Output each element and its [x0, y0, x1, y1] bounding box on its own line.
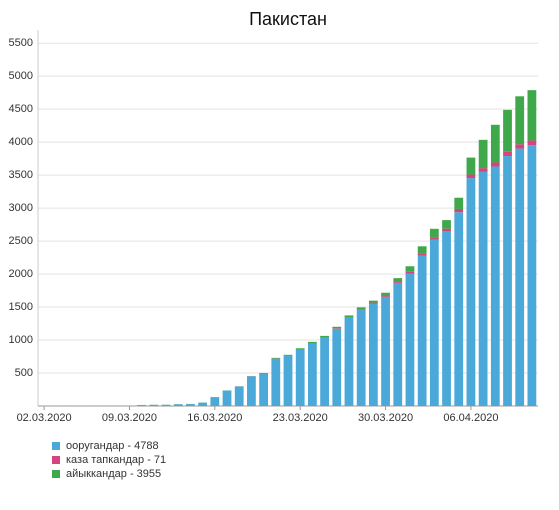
bar-segment: [479, 168, 488, 172]
bar-segment: [406, 273, 415, 406]
bar-segment: [369, 301, 378, 303]
y-tick-label: 3000: [9, 202, 33, 214]
bar-segment: [418, 256, 427, 406]
bar-segment: [515, 144, 524, 148]
bar-segment: [259, 373, 268, 374]
bar-segment: [454, 198, 463, 209]
bar-segment: [345, 315, 354, 317]
bar-segment: [174, 404, 183, 406]
y-tick-label: 2000: [9, 268, 33, 280]
bar-segment: [393, 281, 402, 283]
x-tick-label: 02.03.2020: [17, 412, 72, 424]
bar-segment: [332, 329, 341, 406]
bar-segment: [369, 303, 378, 406]
legend-swatch: [52, 456, 60, 464]
y-tick-label: 2500: [9, 235, 33, 247]
bar-segment: [296, 348, 305, 349]
bar-segment: [430, 237, 439, 240]
bar-segment: [406, 272, 415, 274]
bar-segment: [345, 318, 354, 406]
bar-segment: [442, 220, 451, 229]
bar-segment: [223, 391, 232, 406]
x-tick-label: 23.03.2020: [273, 412, 328, 424]
x-tick-label: 06.04.2020: [443, 412, 498, 424]
bar-segment: [467, 158, 476, 175]
bar-segment: [186, 404, 195, 406]
bar-segment: [515, 96, 524, 144]
bar-segment: [296, 350, 305, 406]
bar-segment: [491, 163, 500, 167]
bar-segment: [406, 266, 415, 271]
bar-segment: [381, 295, 390, 296]
bar-segment: [393, 278, 402, 281]
bar-segment: [491, 167, 500, 406]
bar-segment: [528, 140, 537, 145]
bar-segment: [357, 310, 366, 406]
bar-segment: [430, 229, 439, 237]
bar-segment: [308, 342, 317, 343]
bar-segment: [320, 338, 329, 406]
bar-segment: [369, 303, 378, 304]
bar-segment: [137, 405, 146, 406]
bar-segment: [198, 403, 207, 406]
bar-segment: [284, 356, 293, 406]
bar-segment: [430, 240, 439, 406]
bar-segment: [491, 125, 500, 163]
chart-title: Пакистан: [249, 9, 327, 29]
bar-segment: [479, 172, 488, 406]
y-tick-label: 1000: [9, 334, 33, 346]
legend-label: айыккандар - 3955: [66, 468, 161, 480]
bar-segment: [247, 376, 256, 406]
x-tick-label: 16.03.2020: [187, 412, 242, 424]
bar-segment: [418, 253, 427, 255]
bar-segment: [454, 209, 463, 212]
legend-swatch: [52, 442, 60, 450]
bar-segment: [393, 283, 402, 406]
y-tick-label: 3500: [9, 169, 33, 181]
bar-segment: [320, 336, 329, 338]
x-tick-label: 09.03.2020: [102, 412, 157, 424]
bar-segment: [308, 344, 317, 406]
bar-segment: [381, 293, 390, 296]
bar-segment: [345, 317, 354, 318]
legend-label: ооругандар - 4788: [66, 440, 159, 452]
y-tick-label: 500: [15, 367, 33, 379]
bar-segment: [332, 327, 341, 329]
bar-segment: [149, 405, 158, 406]
bar-segment: [235, 387, 244, 406]
y-tick-label: 4000: [9, 136, 33, 148]
bar-segment: [320, 337, 329, 338]
bar-segment: [162, 405, 171, 406]
bar-segment: [332, 328, 341, 329]
x-tick-label: 30.03.2020: [358, 412, 413, 424]
bar-segment: [479, 140, 488, 168]
y-tick-label: 1500: [9, 301, 33, 313]
bar-segment: [259, 374, 268, 406]
legend-swatch: [52, 470, 60, 478]
bar-segment: [442, 231, 451, 406]
bar-segment: [381, 297, 390, 406]
y-tick-label: 5500: [9, 37, 33, 49]
bar-segment: [467, 175, 476, 179]
y-tick-label: 5000: [9, 70, 33, 82]
bar-segment: [515, 149, 524, 406]
bar-segment: [503, 110, 512, 152]
bar-segment: [284, 355, 293, 356]
bar-segment: [442, 229, 451, 232]
bar-segment: [454, 212, 463, 406]
bar-segment: [418, 246, 427, 253]
y-tick-label: 4500: [9, 103, 33, 115]
bar-segment: [357, 309, 366, 310]
bar-segment: [528, 90, 537, 140]
bar-segment: [271, 358, 280, 359]
bar-segment: [528, 145, 537, 406]
bar-segment: [503, 156, 512, 406]
bar-segment: [467, 178, 476, 406]
bar-segment: [271, 359, 280, 406]
bar-segment: [503, 152, 512, 156]
bar-segment: [210, 397, 219, 406]
bar-segment: [357, 307, 366, 309]
legend-label: каза тапкандар - 71: [66, 454, 166, 466]
